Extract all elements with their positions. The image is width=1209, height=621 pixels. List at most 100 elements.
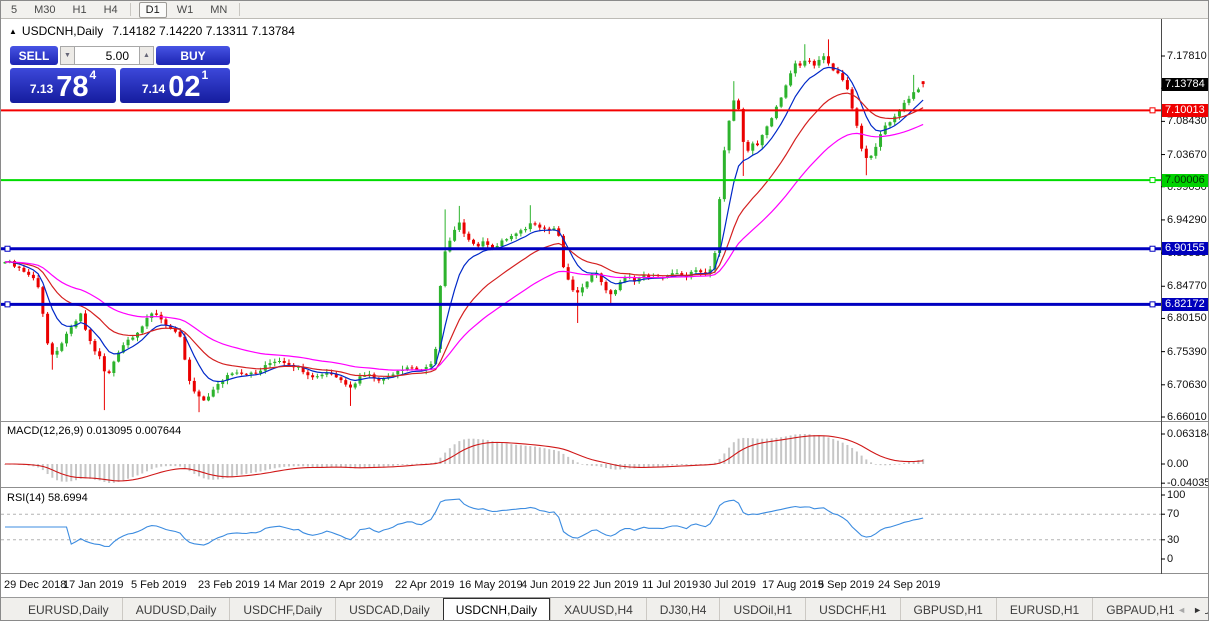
tab-scroll-right-icon[interactable]: ► <box>1193 605 1202 615</box>
timeframe-button-w1[interactable]: W1 <box>176 3 194 16</box>
macd-axis-tick: 0.063184 <box>1167 427 1209 440</box>
rsi-axis-tick: 100 <box>1167 489 1186 501</box>
date-axis-label: 5 Feb 2019 <box>131 579 187 591</box>
volume-up-button[interactable]: ▲ <box>139 46 154 65</box>
rsi-level-lines <box>1 513 1161 541</box>
sell-price-prefix: 7.13 <box>29 82 54 96</box>
moving-average-lines <box>4 66 924 383</box>
tab-usdoil-h1[interactable]: USDOil,H1 <box>719 598 805 620</box>
chart-symbol-label: USDCNH,Daily <box>21 24 104 38</box>
hline-handle[interactable] <box>4 245 11 252</box>
one-click-trading-panel: SELL ▼ 5.00 ▲ BUY 7.13 78 4 7.14 02 1 <box>10 46 230 103</box>
date-axis-label: 17 Jan 2019 <box>63 579 124 591</box>
price-axis-tick: 6.80150 <box>1167 312 1207 325</box>
tab-scroll-nav: ◄ ► <box>1174 598 1205 620</box>
tab-xauusd-h4[interactable]: XAUUSD,H4 <box>550 598 646 620</box>
collapse-panel-arrow-icon[interactable]: ▲ <box>9 27 17 36</box>
horizontal-lines <box>1 107 1161 308</box>
rsi-label: RSI(14) 58.6994 <box>7 492 88 504</box>
macd-axis-tick: -0.040355 <box>1167 477 1208 490</box>
tab-usdchf-daily[interactable]: USDCHF,Daily <box>229 598 335 620</box>
hline-handle[interactable] <box>1149 245 1156 252</box>
price-axis-tick: 6.84770 <box>1167 280 1207 293</box>
chart-title: ▲ USDCNH,Daily 7.14182 7.14220 7.13311 7.1… <box>9 24 295 38</box>
hline-price-box-blue-2: 6.82172 <box>1162 297 1208 311</box>
hline-handle[interactable] <box>1149 107 1156 114</box>
pane-frame-lines <box>1 19 1208 574</box>
tab-usdcad-daily[interactable]: USDCAD,Daily <box>335 598 443 620</box>
date-axis-label: 29 Dec 2018 <box>4 579 67 591</box>
timeframe-button-mn[interactable]: MN <box>210 3 228 16</box>
hline-handle[interactable] <box>1149 177 1156 184</box>
timeframe-button-m30[interactable]: M30 <box>34 3 56 16</box>
macd-signal-line <box>5 435 924 482</box>
timeframe-button-h4[interactable]: H4 <box>103 3 118 16</box>
tab-usdchf-h1[interactable]: USDCHF,H1 <box>805 598 899 620</box>
date-axis-label: 5 Sep 2019 <box>818 579 875 591</box>
tab-eurusd-h1[interactable]: EURUSD,H1 <box>995 598 1092 620</box>
chart-ohlc-values: 7.14182 7.14220 7.13311 7.13784 <box>112 24 295 38</box>
chart-tabs: EURUSD,Daily AUDUSD,Daily USDCHF,Daily USDC… <box>15 598 1208 620</box>
toolbar-separator <box>239 3 241 16</box>
buy-price-prefix: 7.14 <box>141 82 166 96</box>
timeframe-button-h1[interactable]: H1 <box>72 3 87 16</box>
hline-price-box-red: 7.10013 <box>1162 103 1208 117</box>
toolbar-separator <box>129 3 131 16</box>
price-axis-tick: 6.66010 <box>1167 410 1207 423</box>
date-axis-label: 22 Apr 2019 <box>395 579 455 591</box>
sell-price-button[interactable]: 7.13 78 4 <box>10 68 116 103</box>
price-axis-tick: 6.70630 <box>1167 378 1207 391</box>
hline-price-box-blue-1: 6.90155 <box>1162 242 1208 256</box>
tab-gbpaud-h1[interactable]: GBPAUD,H1 <box>1092 598 1187 620</box>
date-axis-label: 4 Jun 2019 <box>521 579 576 591</box>
tab-scroll-left-icon[interactable]: ◄ <box>1177 605 1187 615</box>
price-axis-tick: 7.08430 <box>1167 115 1207 128</box>
price-axis-tick: 6.75390 <box>1167 345 1207 358</box>
macd-label: MACD(12,26,9) 0.013095 0.007644 <box>7 425 182 437</box>
tab-dj30-h4[interactable]: DJ30,H4 <box>645 598 720 620</box>
rsi-axis-tick: 70 <box>1167 508 1180 521</box>
date-axis-label: 16 May 2019 <box>459 579 523 591</box>
buy-price-main: 02 <box>168 71 201 103</box>
hline-handle[interactable] <box>1149 301 1156 308</box>
sell-button[interactable]: SELL <box>10 46 58 65</box>
buy-price-button[interactable]: 7.14 02 1 <box>120 68 230 103</box>
macd-histogram <box>4 434 925 483</box>
date-axis-label: 23 Feb 2019 <box>198 579 260 591</box>
buy-price-pip: 1 <box>201 68 209 82</box>
date-axis-label: 2 Apr 2019 <box>330 579 384 591</box>
price-axis-tick: 7.03670 <box>1167 148 1207 161</box>
pane-separator-rsi[interactable] <box>1 486 1208 490</box>
tab-eurusd-daily[interactable]: EURUSD,Daily <box>28 603 109 617</box>
hline-handle[interactable] <box>4 301 11 308</box>
rsi-line <box>5 498 924 548</box>
volume-stepper: ▼ 5.00 ▲ <box>60 46 154 65</box>
volume-field[interactable]: 5.00 <box>75 46 139 65</box>
timeframe-button-5[interactable]: 5 <box>11 3 18 16</box>
macd-axis-tick: 0.00 <box>1167 458 1189 470</box>
pane-separator-macd[interactable] <box>1 420 1208 424</box>
price-axis-tick: 7.17810 <box>1167 50 1207 62</box>
timeframe-button-d1[interactable]: D1 <box>138 1 167 18</box>
tab-gbpusd-h1[interactable]: GBPUSD,H1 <box>899 598 996 620</box>
date-axis-label: 30 Jul 2019 <box>699 579 756 591</box>
date-axis-label: 22 Jun 2019 <box>578 579 639 591</box>
date-axis-label: 14 Mar 2019 <box>263 579 325 591</box>
buy-button[interactable]: BUY <box>156 46 230 65</box>
price-axis-tick: 6.94290 <box>1167 213 1207 226</box>
tab-audusd-daily[interactable]: AUDUSD,Daily <box>121 598 230 620</box>
rsi-axis-tick: 0 <box>1167 553 1174 565</box>
date-axis-label: 24 Sep 2019 <box>878 579 941 591</box>
rsi-axis-tick: 30 <box>1167 533 1180 546</box>
chart-tab-bar: EURUSD,Daily AUDUSD,Daily USDCHF,Daily USDC… <box>1 597 1208 620</box>
volume-down-button[interactable]: ▼ <box>60 46 75 65</box>
hline-price-box-green: 7.00006 <box>1162 173 1208 187</box>
sell-price-pip: 4 <box>89 68 97 82</box>
bid-price-box: 7.13784 <box>1162 77 1208 91</box>
date-axis-label: 11 Jul 2019 <box>642 579 699 591</box>
sell-price-main: 78 <box>56 71 89 103</box>
date-axis-label: 17 Aug 2019 <box>762 579 824 591</box>
tab-usdcnh-daily[interactable]: USDCNH,Daily <box>442 598 551 620</box>
